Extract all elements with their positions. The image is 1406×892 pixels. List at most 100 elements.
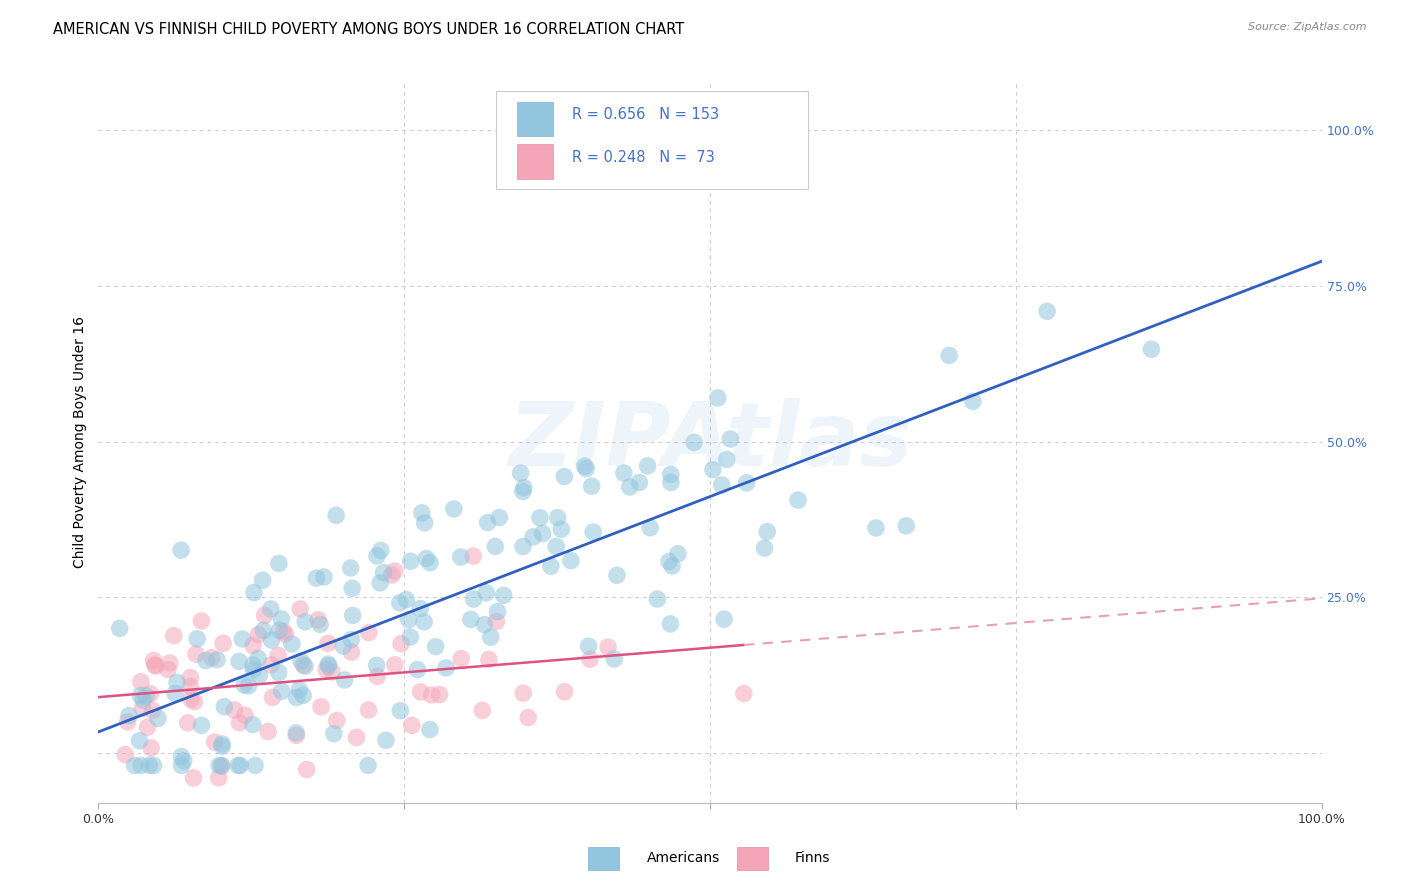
Point xyxy=(406,663,429,677)
Point xyxy=(131,701,153,715)
Point xyxy=(211,758,233,772)
Point xyxy=(238,679,260,693)
Point xyxy=(333,673,356,687)
Point xyxy=(190,614,212,628)
Point xyxy=(713,612,735,626)
Point xyxy=(138,758,160,772)
Point xyxy=(710,478,733,492)
Point xyxy=(340,581,363,595)
Point xyxy=(257,724,280,739)
Point xyxy=(260,657,283,672)
Point xyxy=(787,493,810,508)
Point xyxy=(253,608,276,623)
Point xyxy=(292,689,315,703)
Text: R = 0.656   N = 153: R = 0.656 N = 153 xyxy=(572,107,718,122)
Y-axis label: Child Poverty Among Boys Under 16: Child Poverty Among Boys Under 16 xyxy=(73,316,87,567)
Point xyxy=(124,758,146,772)
Point xyxy=(485,615,508,629)
Point xyxy=(628,475,651,490)
Point xyxy=(214,699,236,714)
Point xyxy=(224,703,246,717)
Point xyxy=(401,718,423,732)
Point xyxy=(450,550,472,565)
Point xyxy=(139,687,162,701)
Point xyxy=(208,771,231,785)
Point xyxy=(517,710,540,724)
Point xyxy=(211,759,233,773)
Point xyxy=(894,518,917,533)
Point xyxy=(707,391,730,405)
Point xyxy=(247,651,270,665)
Point xyxy=(226,758,249,772)
Point xyxy=(366,549,388,563)
Point xyxy=(399,554,422,568)
Point xyxy=(142,703,165,717)
Point xyxy=(398,613,420,627)
Point xyxy=(146,711,169,725)
Point xyxy=(170,543,193,558)
Point xyxy=(471,703,494,717)
Point xyxy=(228,654,250,668)
Point xyxy=(395,592,418,607)
Point xyxy=(512,540,534,554)
Point xyxy=(288,602,311,616)
Point xyxy=(420,688,443,702)
Point xyxy=(325,508,347,523)
Point xyxy=(579,652,602,666)
Point xyxy=(357,625,380,640)
Point xyxy=(285,690,308,705)
Point xyxy=(546,540,568,554)
Point xyxy=(228,715,250,730)
Point xyxy=(136,720,159,734)
Point xyxy=(212,636,235,650)
Point xyxy=(145,659,167,673)
Point xyxy=(550,522,572,536)
Point xyxy=(233,678,256,692)
Point xyxy=(242,639,264,653)
Point xyxy=(1140,343,1163,357)
Point xyxy=(315,663,337,677)
Point xyxy=(419,723,441,737)
Point xyxy=(309,617,332,632)
Point xyxy=(475,586,498,600)
Point xyxy=(411,506,433,520)
Point xyxy=(735,475,758,490)
Point xyxy=(183,771,205,785)
Point xyxy=(389,637,412,651)
Point xyxy=(865,521,887,535)
Point xyxy=(661,558,683,573)
Point xyxy=(938,348,960,362)
Point xyxy=(270,612,292,626)
Point xyxy=(332,639,354,653)
Point xyxy=(305,571,328,585)
Point xyxy=(242,717,264,731)
Point xyxy=(339,561,361,575)
Point xyxy=(368,575,391,590)
Point xyxy=(637,458,659,473)
Point xyxy=(267,648,290,663)
Point xyxy=(342,608,364,623)
Point xyxy=(388,596,411,610)
Point xyxy=(529,510,551,524)
Text: Americans: Americans xyxy=(647,851,720,865)
Point xyxy=(108,621,131,635)
Point xyxy=(274,627,297,641)
Point xyxy=(540,559,562,574)
Point xyxy=(553,469,575,483)
Point xyxy=(173,754,195,768)
Point xyxy=(177,715,200,730)
Point xyxy=(294,615,316,629)
Point xyxy=(322,726,344,740)
Point xyxy=(666,547,689,561)
Point xyxy=(262,690,284,705)
Point xyxy=(575,461,598,475)
Point xyxy=(488,510,510,524)
Point xyxy=(606,568,628,582)
Point xyxy=(413,516,436,530)
Point xyxy=(143,658,166,673)
Point xyxy=(366,658,388,673)
Point xyxy=(733,686,755,700)
Point xyxy=(756,524,779,539)
Point xyxy=(381,568,404,582)
Point xyxy=(659,616,682,631)
